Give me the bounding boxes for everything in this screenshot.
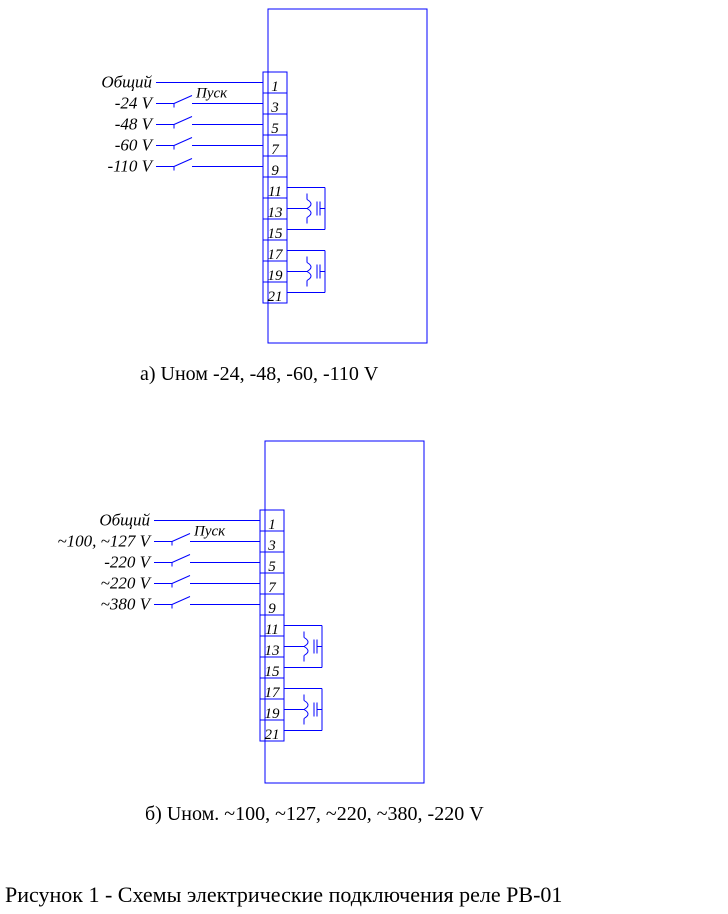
wiring-diagrams: 13579111315171921Общий-24 VПуск-48 V-60 …: [0, 0, 728, 914]
input-label: -220 V: [104, 553, 152, 572]
diagram-b: 13579111315171921Общий~100, ~127 VПуск-2…: [57, 441, 484, 825]
diagram-a: 13579111315171921Общий-24 VПуск-48 V-60 …: [101, 9, 427, 385]
input-label: ~380 V: [101, 595, 153, 614]
pusk-label: Пуск: [195, 86, 228, 102]
input-label: -24 V: [115, 94, 155, 113]
pusk-label: Пуск: [193, 524, 226, 540]
input-label: ~220 V: [101, 574, 153, 593]
sub-caption: а) Uном -24, -48, -60, -110 V: [140, 363, 379, 385]
terminal-number: 21: [268, 289, 283, 305]
input-label: Общий: [101, 73, 152, 92]
input-label: ~100, ~127 V: [57, 532, 152, 551]
input-label: -60 V: [115, 136, 155, 155]
input-label: Общий: [99, 511, 150, 530]
terminal-number: 21: [265, 727, 280, 743]
input-label: -110 V: [107, 157, 154, 176]
figure-caption: Рисунок 1 - Схемы электрические подключе…: [5, 882, 562, 907]
input-label: -48 V: [115, 115, 155, 134]
sub-caption: б) Uном. ~100, ~127, ~220, ~380, -220 V: [145, 803, 484, 825]
relay-box: [265, 441, 424, 783]
